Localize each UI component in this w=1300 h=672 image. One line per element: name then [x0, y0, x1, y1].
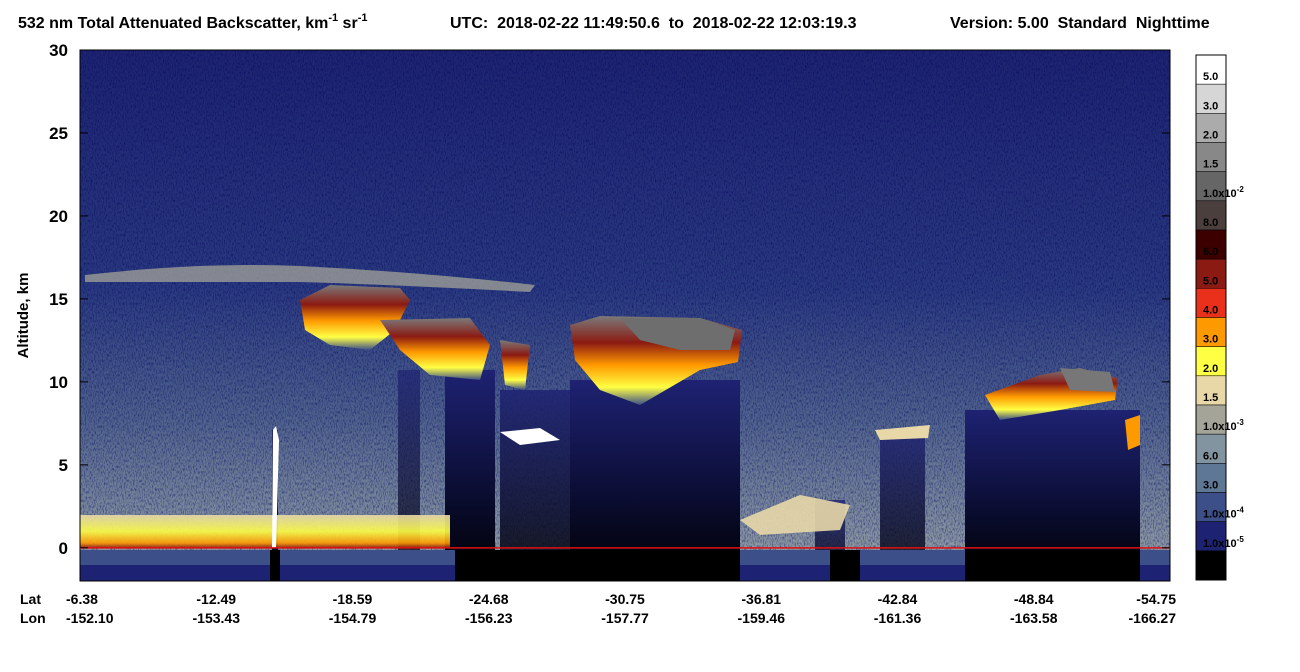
- colorbar-label: 3.0: [1203, 334, 1218, 346]
- colorbar-label: 3.0: [1203, 100, 1218, 112]
- colorbar-label: 8.0: [1203, 217, 1218, 229]
- x-row-label: Lon: [20, 610, 46, 626]
- y-tick-label: 0: [59, 539, 68, 558]
- colorbar-label: 1.0x10-4: [1203, 506, 1244, 521]
- colorbar-label-text: 1.5: [1203, 392, 1218, 404]
- y-tick-label: 10: [49, 373, 68, 392]
- colorbar-label-text: 6.0: [1203, 450, 1218, 462]
- lon-label: -154.79: [329, 610, 377, 626]
- colorbar-label: 3.0: [1203, 480, 1218, 492]
- lon-label: -161.36: [874, 610, 922, 626]
- colorbar-label-text: 4.0: [1203, 305, 1218, 317]
- colorbar-swatch: [1195, 171, 1227, 202]
- y-tick-label: 5: [59, 456, 68, 475]
- plot-frame: [79, 49, 1171, 582]
- colorbar-swatch: [1195, 346, 1227, 377]
- colorbar-label: 6.0: [1203, 246, 1218, 258]
- version: Version: 5.00 Standard Nighttime: [950, 15, 1210, 32]
- colorbar-label-exp: -2: [1237, 185, 1245, 194]
- utc-range: UTC: 2018-02-22 11:49:50.6 to 2018-02-22…: [450, 15, 857, 32]
- colorbar-label: 1.5: [1203, 159, 1218, 171]
- chart-title: 532 nm Total Attenuated Backscatter, km-…: [18, 12, 367, 32]
- lat-label: -42.84: [878, 591, 918, 607]
- colorbar-label: 1.0x10-3: [1203, 418, 1244, 433]
- spike: [272, 426, 279, 548]
- lat-label: -36.81: [741, 591, 781, 607]
- lon-label: -159.46: [738, 610, 786, 626]
- thin-cirrus: [85, 265, 535, 292]
- lat-label: -18.59: [333, 591, 373, 607]
- colorbar-label-text: 2.0: [1203, 363, 1218, 375]
- lat-label: -30.75: [605, 591, 645, 607]
- colorbar-label: 4.0: [1203, 305, 1218, 317]
- colorbar-label: 1.0x10-5: [1203, 535, 1244, 550]
- lon-label: -156.23: [465, 610, 513, 626]
- colorbar-label: 1.5: [1203, 392, 1218, 404]
- colorbar-label-text: 1.0x10: [1203, 421, 1237, 433]
- colorbar-frame: [1195, 54, 1227, 581]
- y-axis-label: Altitude, km: [15, 273, 32, 359]
- backscatter-image: [80, 50, 1170, 581]
- colorbar-swatch: [1195, 200, 1227, 231]
- lon-label: -166.27: [1129, 610, 1177, 626]
- y-tick-label: 20: [49, 207, 68, 226]
- colorbar-swatch: [1195, 83, 1227, 114]
- colorbar-label-exp: -5: [1237, 535, 1245, 544]
- lon-label: -152.10: [66, 610, 114, 626]
- colorbar-label: 2.0: [1203, 363, 1218, 375]
- colorbar-label-text: 1.0x10: [1203, 538, 1237, 550]
- lat-label: -48.84: [1014, 591, 1054, 607]
- colorbar-swatch: [1195, 463, 1227, 493]
- colorbar-label-text: 1.0x10: [1203, 509, 1237, 521]
- lon-label: -153.43: [193, 610, 241, 626]
- lon-label: -163.58: [1010, 610, 1058, 626]
- lon-label: -157.77: [601, 610, 649, 626]
- lat-label: -12.49: [196, 591, 236, 607]
- colorbar-label-text: 6.0: [1203, 246, 1218, 258]
- colorbar-label-text: 1.0x10: [1203, 188, 1237, 200]
- colorbar-label-text: 5.0: [1203, 71, 1218, 83]
- colorbar-label-text: 3.0: [1203, 100, 1218, 112]
- colorbar-label-text: 3.0: [1203, 334, 1218, 346]
- colorbar-label: 2.0: [1203, 130, 1218, 142]
- axes: 0 5 10 15 20 25 30 Altitude, km Lat Lon -6.38 -152.…: [15, 41, 1244, 626]
- colorbar-swatch: [1195, 550, 1227, 581]
- colorbar-label-exp: -4: [1237, 506, 1245, 515]
- colorbar-label: 5.0: [1203, 275, 1218, 287]
- colorbar-swatch: [1195, 113, 1227, 143]
- colorbar-label: 1.0x10-2: [1203, 185, 1244, 200]
- lat-label: -6.38: [66, 591, 98, 607]
- subsurface-dark: [270, 550, 1140, 581]
- colorbar-label: 6.0: [1203, 450, 1218, 462]
- colorbar-swatch: [1195, 433, 1227, 464]
- boundary-layer: [80, 515, 450, 548]
- y-tick-label: 25: [49, 124, 68, 143]
- colorbar-label-text: 1.5: [1203, 159, 1218, 171]
- colorbar-label-text: 8.0: [1203, 217, 1218, 229]
- colorbar-label-text: 2.0: [1203, 130, 1218, 142]
- lat-label: -24.68: [469, 591, 509, 607]
- cloud-features: [300, 285, 1140, 535]
- colorbar-label: 5.0: [1203, 71, 1218, 83]
- y-tick-label: 15: [49, 290, 68, 309]
- x-row-label: Lat: [20, 591, 41, 607]
- y-tick-label: 30: [49, 41, 68, 60]
- colorbar-label-exp: -3: [1237, 418, 1245, 427]
- colorbar-label-text: 5.0: [1203, 275, 1218, 287]
- colorbar-label-text: 3.0: [1203, 480, 1218, 492]
- lat-label: -54.75: [1136, 591, 1176, 607]
